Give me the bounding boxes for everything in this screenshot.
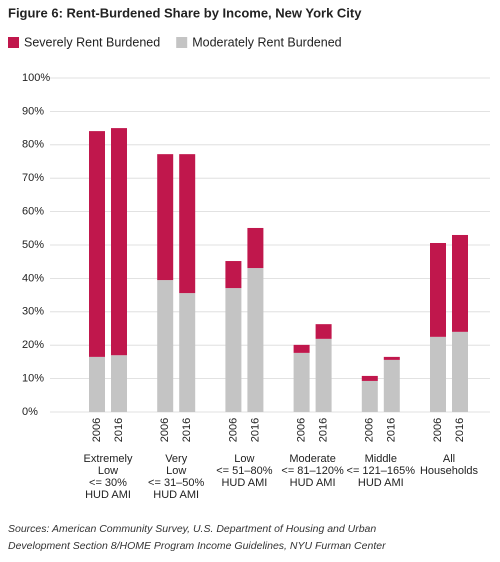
group-label: Moderate [289,453,335,465]
y-tick-label: 20% [22,339,44,351]
bar-segment [452,331,468,412]
bar-segment [157,280,174,412]
x-tick-label: 2006 [296,418,308,442]
bar-segment [293,352,310,412]
bar-segment [247,227,264,269]
bar-segment [111,355,127,412]
y-tick-label: 90% [22,105,44,117]
group-label: <= 51–80% [216,465,272,477]
bar-segment [225,261,242,289]
bar-segment [247,268,264,412]
x-tick-label: 2016 [181,418,193,442]
x-tick-label: 2006 [432,418,444,442]
bar-segment [293,344,310,353]
bar-segment [225,288,242,412]
y-tick-label: 40% [22,272,44,284]
bar-segment [179,154,196,294]
bar-segment [179,293,196,412]
bar-segment [361,375,378,381]
x-tick-label: 2016 [318,418,330,442]
bar-segment [89,131,105,357]
y-tick-label: 80% [22,139,44,151]
group-label: Very [165,453,188,465]
y-tick-label: 30% [22,306,44,318]
group-label: HUD AMI [358,477,404,489]
x-tick-label: 2016 [454,418,466,442]
group-label: <= 31–50% [148,477,204,489]
legend-swatch [176,37,188,48]
x-tick-label: 2016 [113,418,125,442]
legend-swatch [8,37,19,48]
group-label: Middle [365,453,397,465]
group-label: HUD AMI [85,489,131,501]
y-tick-label: 70% [22,172,44,184]
source-note: Sources: American Community Survey, U.S.… [8,523,376,535]
group-label: HUD AMI [153,489,199,501]
y-tick-label: 10% [22,373,44,385]
x-tick-label: 2016 [249,418,261,442]
bar-segment [315,338,332,412]
source-note: Development Section 8/HOME Program Incom… [8,540,386,552]
group-label: Extremely [84,453,133,465]
x-tick-label: 2006 [227,418,239,442]
x-tick-label: 2006 [364,418,376,442]
y-tick-label: 100% [22,72,50,84]
group-label: HUD AMI [221,477,267,489]
bar-segment [157,154,174,281]
y-tick-label: 0% [22,406,38,418]
bar-segment [111,128,127,356]
chart-title: Figure 6: Rent-Burdened Share by Income,… [8,5,362,20]
bar-segment [383,356,400,360]
group-label: Low [234,453,254,465]
group-label: Low [166,465,186,477]
legend-label: Moderately Rent Burdened [192,35,341,49]
y-tick-label: 50% [22,239,44,251]
group-label: Households [420,465,479,477]
x-tick-label: 2006 [91,418,103,442]
group-label: <= 81–120% [281,465,344,477]
bar-segment [430,242,446,337]
bar-segment [361,380,378,412]
x-tick-label: 2016 [386,418,398,442]
legend-label: Severely Rent Burdened [24,35,160,49]
group-label: <= 30% [89,477,127,489]
bar-segment [383,359,400,412]
group-label: HUD AMI [290,477,336,489]
bar-segment [315,324,332,339]
y-tick-label: 60% [22,206,44,218]
group-label: All [443,453,455,465]
bar-segment [430,336,446,412]
bar-segment [89,356,105,412]
group-label: <= 121–165% [347,465,416,477]
x-tick-label: 2006 [159,418,171,442]
group-label: Low [98,465,118,477]
bar-segment [452,234,468,332]
